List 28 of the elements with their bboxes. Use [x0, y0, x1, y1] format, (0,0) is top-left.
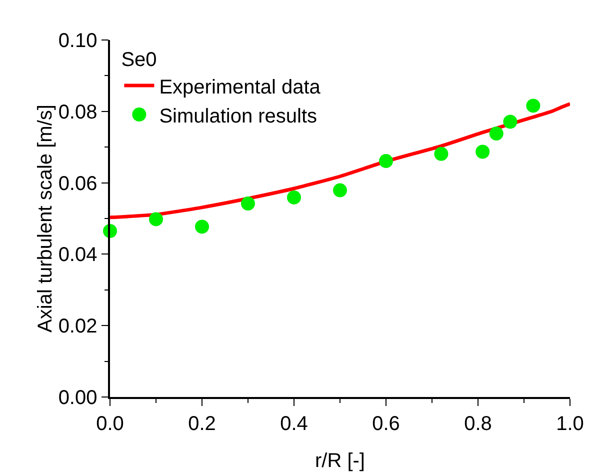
point — [333, 183, 347, 198]
point — [379, 154, 393, 168]
x-tick-label: 0.0 — [96, 412, 124, 435]
legend-title: Se0 — [121, 49, 157, 71]
point — [476, 144, 490, 159]
x-tick-label: 0.8 — [464, 412, 492, 435]
y-tick-label: 0.04 — [58, 244, 98, 266]
x-tick-label: 1.0 — [556, 412, 584, 435]
point — [434, 146, 448, 161]
y-tick-label: 0.00 — [58, 387, 98, 409]
x-tick-label: 0.4 — [280, 412, 308, 435]
legend-label: Simulation results — [159, 105, 318, 128]
y-tick-label: 0.10 — [58, 30, 98, 52]
y-tick-label: 0.08 — [58, 101, 98, 124]
y-axis-title: Axial turbulent scale [m/s] — [34, 104, 56, 332]
x-tick-label: 0.6 — [372, 412, 400, 435]
point — [503, 114, 518, 129]
point — [149, 212, 163, 226]
point — [526, 98, 540, 113]
x-tick-label: 0.2 — [188, 412, 216, 435]
point — [195, 220, 209, 234]
x-axis-title: r/R [-] — [315, 450, 365, 472]
point — [287, 190, 301, 204]
y-tick-label: 0.02 — [58, 316, 98, 338]
point — [241, 196, 255, 211]
legend-label: Experimental data — [159, 76, 322, 98]
y-tick-label: 0.06 — [58, 172, 98, 195]
point — [489, 126, 504, 141]
